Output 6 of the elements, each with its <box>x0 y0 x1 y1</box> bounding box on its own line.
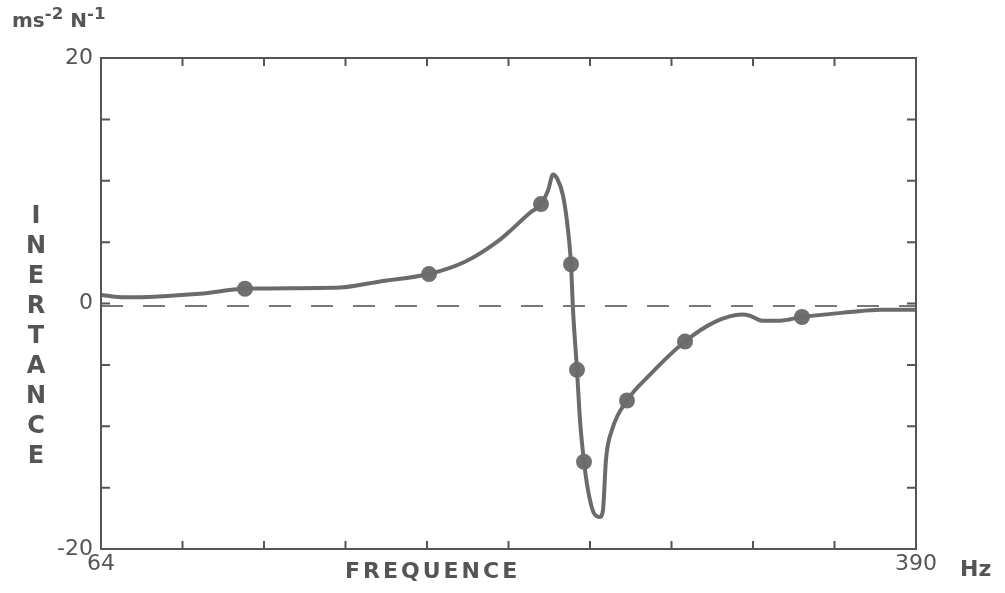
y-tick-label: 20 <box>65 43 93 69</box>
text: ms$^{-2}$ N$^{-1}$ <box>12 4 106 32</box>
y-tick-label: 0 <box>79 289 93 315</box>
x-axis-title: FREQUENCE <box>345 558 521 583</box>
text: Hz <box>960 556 992 581</box>
text: INERTANCE <box>25 201 47 469</box>
